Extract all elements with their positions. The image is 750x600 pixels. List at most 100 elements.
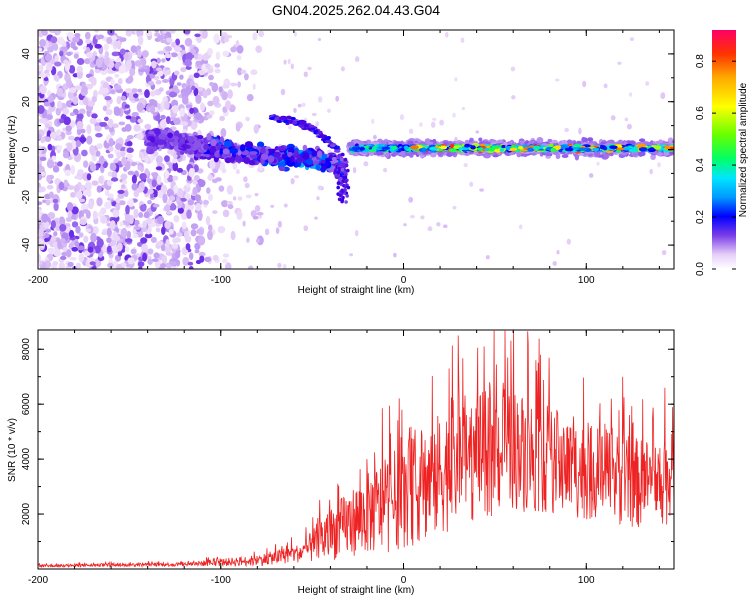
- spectrogram-blob: [151, 258, 159, 263]
- spectrogram-blob: [52, 198, 59, 204]
- spectrogram-blob: [489, 139, 497, 143]
- spectrogram-blob: [250, 210, 257, 218]
- spectrogram-blob: [202, 89, 208, 99]
- spectrogram-blob: [172, 104, 179, 114]
- spectrogram-blob: [325, 157, 332, 163]
- spectrogram-blob: [73, 53, 79, 59]
- spectrogram-blob: [118, 121, 126, 126]
- spectrogram-blob: [337, 197, 342, 202]
- spectrogram-blob: [74, 33, 81, 38]
- spectrogram-blob: [624, 117, 629, 122]
- spectrogram-blob: [214, 68, 221, 74]
- spectrogram-blob: [518, 224, 523, 230]
- spectrogram-blob: [170, 52, 178, 58]
- spectrogram-blob: [461, 106, 466, 111]
- spectrogram-blob: [315, 121, 320, 127]
- spectrogram-blob: [195, 202, 202, 212]
- spectrogram-blob: [142, 252, 148, 262]
- spectrogram-blob: [137, 118, 144, 124]
- spectrogram-blob: [566, 139, 573, 146]
- spectrogram-blob: [127, 75, 134, 83]
- spectrogram-blob: [258, 30, 265, 38]
- spectrogram-blob: [145, 30, 153, 37]
- spectrogram-blob: [161, 58, 166, 63]
- spectrogram-blob: [153, 150, 159, 157]
- spectrogram-blob: [173, 70, 180, 76]
- spectrogram-blob: [126, 147, 134, 154]
- spectrogram-blob: [61, 251, 68, 257]
- spectrogram-blob: [337, 153, 342, 158]
- spectrogram-blob: [256, 141, 265, 149]
- spectrogram-blob: [52, 43, 59, 51]
- spectrogram-blob: [121, 235, 127, 245]
- spectrogram-blob: [213, 33, 220, 44]
- spectrogram-blob: [82, 160, 89, 168]
- spectrogram-blob: [115, 202, 121, 211]
- spectrogram-blob: [218, 185, 225, 192]
- spectrogram-blob: [124, 238, 133, 243]
- spectrogram-blob: [66, 142, 73, 152]
- spectrogram-blob: [410, 145, 419, 150]
- spectrogram-blob: [256, 235, 264, 246]
- figure-title: GN04.2025.262.04.43.G04: [272, 2, 440, 18]
- spectrogram-blob: [338, 193, 342, 197]
- spectrogram-blob: [156, 216, 165, 225]
- spectrogram-blob: [66, 31, 74, 38]
- spectrogram-blob: [219, 115, 225, 122]
- spectrogram-blob: [252, 83, 256, 90]
- spectrogram-blob: [194, 242, 201, 250]
- spectrogram-blob: [340, 189, 344, 194]
- spectrogram-blob: [308, 124, 315, 128]
- spectrogram-blob: [67, 135, 75, 141]
- spectrogram-blob: [110, 78, 115, 86]
- spectrogram-blob: [69, 112, 76, 117]
- spectrogram-blob: [448, 148, 457, 153]
- spectrogram-blob: [39, 156, 47, 161]
- spectrogram-blob: [198, 235, 206, 246]
- spectrogram-blob: [43, 101, 51, 107]
- spectrogram-blob: [155, 227, 161, 233]
- spectrogram-blob: [637, 143, 646, 148]
- spectrogram-blob: [98, 175, 103, 184]
- spectrogram-blob: [187, 261, 194, 266]
- spectrogram-blob: [133, 93, 139, 99]
- spectrogram-blob: [40, 137, 46, 144]
- spectrogram-blob: [81, 149, 88, 157]
- spectrogram-blob: [185, 104, 193, 109]
- spectrogram-blob: [202, 53, 210, 61]
- spectrogram-blob: [116, 96, 122, 105]
- spectrogram-blob: [255, 238, 260, 243]
- spectrogram-blob: [157, 50, 165, 55]
- spectrogram-blob: [244, 182, 250, 189]
- spectrogram-blob: [317, 150, 323, 158]
- spectrogram-blob: [181, 121, 189, 127]
- spectrogram-blob: [146, 142, 155, 147]
- spectrogram-blob: [50, 36, 58, 44]
- spectrogram-blob: [510, 66, 516, 72]
- spectrogram-blob: [287, 58, 291, 65]
- spectrogram-blob: [109, 163, 117, 171]
- spectrogram-blob: [74, 240, 80, 248]
- spectrogram-blob: [88, 200, 94, 210]
- spectrogram-blob: [92, 210, 98, 220]
- spectrogram-blob: [164, 53, 172, 59]
- spectrogram-blob: [107, 262, 114, 269]
- spectrogram-blob: [133, 226, 141, 230]
- spectrogram-blob: [210, 138, 217, 147]
- spectrogram-blob: [341, 152, 345, 157]
- spectrogram-blob: [59, 50, 64, 57]
- spectrogram-blob: [38, 105, 45, 114]
- spectrogram-blob: [229, 156, 236, 162]
- spectrogram-blob: [152, 71, 158, 75]
- spectrogram-blob: [56, 87, 64, 97]
- spectrogram-blob: [287, 119, 294, 123]
- spectrogram-blob: [162, 30, 167, 34]
- spectrogram-blob: [452, 205, 457, 210]
- spectrogram-blob: [189, 107, 195, 114]
- spectrogram-blob: [77, 245, 85, 251]
- spectrogram-blob: [38, 201, 43, 206]
- spectrogram-blob: [94, 69, 101, 74]
- spectrogram-blob: [336, 170, 341, 175]
- spectrogram-blob: [176, 82, 182, 86]
